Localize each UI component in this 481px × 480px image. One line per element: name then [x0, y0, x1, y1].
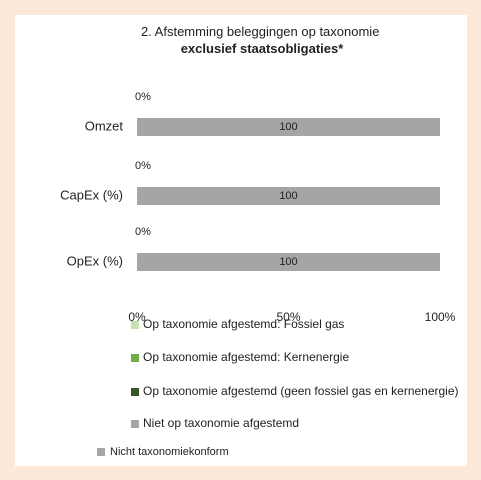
legend-label: Niet op taxonomie afgestemd — [143, 416, 299, 430]
data-label: 0% — [135, 160, 151, 172]
title-text: 2. Afstemming beleggingen op taxonomie — [141, 24, 380, 39]
legend-label: Op taxonomie afgestemd (geen fossiel gas… — [143, 384, 459, 398]
legend-swatch — [131, 388, 139, 396]
panel — [15, 15, 467, 466]
data-label: 100 — [279, 121, 297, 133]
chart-title: 2. Afstemming beleggingen op taxonomie e… — [141, 24, 383, 56]
x-tick-label: 100% — [425, 310, 456, 324]
data-label: 100 — [279, 256, 297, 268]
legend-swatch — [97, 448, 105, 456]
legend-swatch — [131, 354, 139, 362]
y-tick-label: OpEx (%) — [67, 253, 123, 268]
legend-swatch — [131, 321, 139, 329]
legend-label: Nicht taxonomiekonform — [110, 446, 229, 458]
y-tick-label: Omzet — [85, 118, 124, 133]
legend-label: Op taxonomie afgestemd: Kernenergie — [143, 350, 349, 364]
x-tick-label: 0% — [128, 310, 146, 324]
legend-swatch — [131, 420, 139, 428]
x-tick-label: 50% — [276, 310, 300, 324]
title-emphasis: exclusief staatsobligaties* — [181, 41, 345, 56]
bar-segment — [137, 187, 440, 205]
bar-segment — [137, 253, 440, 271]
legend-label: Op taxonomie afgestemd: Fossiel gas — [143, 317, 344, 331]
bar-segment — [137, 118, 440, 136]
data-label: 100 — [279, 190, 297, 202]
y-tick-label: CapEx (%) — [60, 187, 123, 202]
data-label: 0% — [135, 91, 151, 103]
data-label: 0% — [135, 226, 151, 238]
